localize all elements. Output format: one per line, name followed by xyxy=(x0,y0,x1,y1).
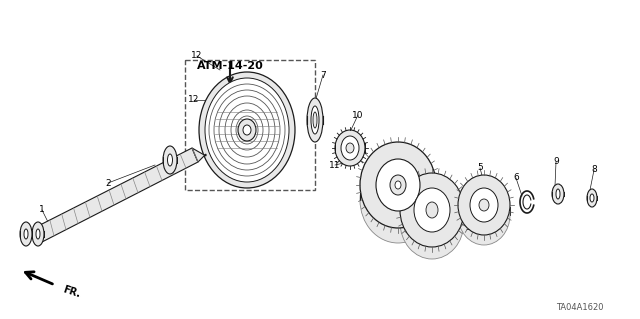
Text: 3: 3 xyxy=(375,194,381,203)
Ellipse shape xyxy=(590,194,594,202)
Ellipse shape xyxy=(414,188,450,232)
Text: 8: 8 xyxy=(591,166,597,174)
Ellipse shape xyxy=(479,199,489,211)
Text: ATM-14-20: ATM-14-20 xyxy=(196,61,264,71)
Ellipse shape xyxy=(395,181,401,189)
Ellipse shape xyxy=(238,119,256,141)
Text: 12: 12 xyxy=(191,51,203,61)
Text: 11: 11 xyxy=(424,204,436,212)
Text: 4: 4 xyxy=(419,233,425,241)
Ellipse shape xyxy=(360,157,436,243)
Ellipse shape xyxy=(426,202,438,218)
Text: TA04A1620: TA04A1620 xyxy=(556,303,604,313)
Ellipse shape xyxy=(376,159,420,211)
Polygon shape xyxy=(192,148,206,162)
Ellipse shape xyxy=(390,175,406,195)
Text: 9: 9 xyxy=(553,158,559,167)
Ellipse shape xyxy=(307,98,323,142)
Ellipse shape xyxy=(313,112,317,128)
Ellipse shape xyxy=(346,143,354,153)
Text: 5: 5 xyxy=(477,164,483,173)
Text: 7: 7 xyxy=(320,70,326,79)
Ellipse shape xyxy=(243,125,251,135)
Ellipse shape xyxy=(335,130,365,166)
Text: 10: 10 xyxy=(352,110,364,120)
Ellipse shape xyxy=(32,222,44,246)
Text: FR.: FR. xyxy=(62,285,82,300)
Ellipse shape xyxy=(470,188,498,222)
Ellipse shape xyxy=(20,222,32,246)
Ellipse shape xyxy=(556,189,560,199)
Ellipse shape xyxy=(24,229,28,239)
Ellipse shape xyxy=(341,136,359,160)
Ellipse shape xyxy=(552,184,564,204)
Ellipse shape xyxy=(587,189,597,207)
Ellipse shape xyxy=(205,78,289,182)
Ellipse shape xyxy=(311,106,319,134)
Ellipse shape xyxy=(458,185,510,245)
Ellipse shape xyxy=(400,185,464,259)
Ellipse shape xyxy=(199,72,295,188)
Ellipse shape xyxy=(163,146,177,174)
Text: 12: 12 xyxy=(188,95,200,105)
Text: 5: 5 xyxy=(465,224,471,233)
Ellipse shape xyxy=(400,173,464,247)
Ellipse shape xyxy=(36,229,40,239)
Polygon shape xyxy=(38,148,198,242)
Ellipse shape xyxy=(360,142,436,228)
Text: 1: 1 xyxy=(39,205,45,214)
Text: 6: 6 xyxy=(513,174,519,182)
Text: 1: 1 xyxy=(27,227,33,236)
Ellipse shape xyxy=(168,154,173,166)
Text: 2: 2 xyxy=(105,179,111,188)
Text: 11: 11 xyxy=(329,160,340,169)
Ellipse shape xyxy=(458,175,510,235)
